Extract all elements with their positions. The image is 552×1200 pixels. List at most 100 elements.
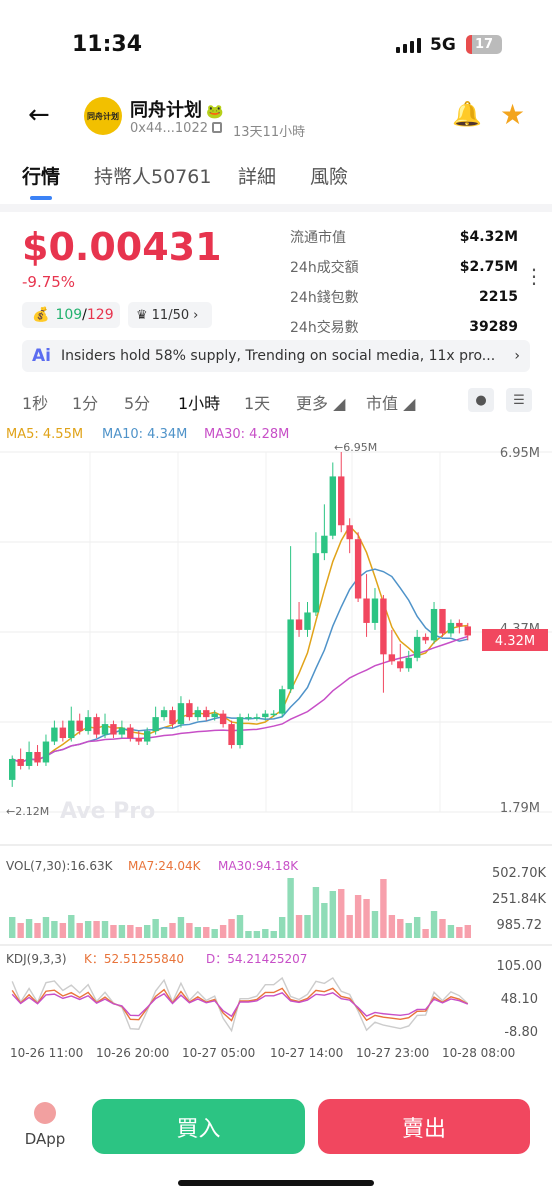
- interval-1d[interactable]: 1天: [244, 394, 271, 413]
- volume-bar: [169, 923, 176, 938]
- low-label: ←2.12M: [6, 805, 49, 818]
- favorite-star-icon[interactable]: ★: [500, 98, 526, 131]
- ai-logo-icon: Ai: [32, 346, 51, 366]
- ma5-legend: MA5: 4.55M: [6, 427, 83, 442]
- vol-ma7-legend: MA7:24.04K: [128, 859, 202, 873]
- interval-1h[interactable]: 1小時: [178, 394, 221, 413]
- candle-body: [177, 703, 185, 725]
- candle-body: [363, 598, 370, 623]
- chart-svg: MA5: 4.55M MA10: 4.34M MA30: 4.28M 6.95M…: [0, 427, 552, 1060]
- chevron-right-icon: ›: [193, 307, 199, 323]
- token-age: 13天11小時: [233, 125, 306, 140]
- vol-tick: 502.70K: [492, 866, 546, 881]
- volume-bar: [194, 927, 202, 938]
- kdj-d-line: [11, 992, 469, 1018]
- candle-body: [278, 689, 286, 714]
- ai-insight-text: Insiders hold 58% supply, Trending on so…: [60, 348, 496, 364]
- watermark: Ave Pro: [60, 799, 155, 824]
- kdj-d-legend: D：54.21425207: [206, 952, 307, 966]
- candle-body: [346, 525, 353, 540]
- bell-icon[interactable]: 🔔: [452, 100, 482, 128]
- interval-marketcap[interactable]: 市值 ◢: [366, 394, 416, 413]
- price-chart[interactable]: MA5: 4.55M MA10: 4.34M MA30: 4.28M 6.95M…: [0, 420, 552, 1070]
- candle-body: [447, 622, 455, 634]
- volume-bar: [25, 919, 33, 938]
- y-tick: 1.79M: [500, 801, 540, 816]
- x-tick: 10-28 08:00: [442, 1046, 515, 1060]
- tab-indicator: [30, 196, 52, 200]
- interval-1m[interactable]: 1分: [72, 394, 99, 413]
- candle-body: [439, 608, 446, 634]
- kdj-j-line: [11, 976, 469, 1033]
- volume-bar: [245, 931, 252, 938]
- back-arrow-icon[interactable]: ←: [28, 100, 50, 130]
- tab-market[interactable]: 行情: [22, 166, 61, 188]
- volume-bar: [9, 917, 16, 938]
- kdj-k-line: [11, 987, 469, 1022]
- candle-body: [25, 752, 33, 766]
- vol-tick: 985.72: [497, 918, 543, 933]
- candle-body: [118, 727, 126, 735]
- candle-body: [93, 717, 100, 735]
- crown-count: 11/50: [151, 307, 190, 323]
- volume-bar: [329, 891, 337, 938]
- volume-bar: [17, 923, 24, 938]
- candle-body: [253, 717, 261, 719]
- candle-body: [135, 738, 142, 742]
- vol-legend: VOL(7,30):16.63K: [6, 859, 114, 873]
- vol-tick: 251.84K: [492, 892, 546, 907]
- ma10-legend: MA10: 4.34M: [102, 427, 187, 442]
- sell-button[interactable]: 賣出: [318, 1099, 530, 1154]
- dapp-button[interactable]: DApp: [22, 1102, 68, 1154]
- candle-body: [9, 758, 16, 780]
- candle-body: [430, 608, 438, 641]
- volume-bar: [42, 917, 50, 938]
- wallet-pill[interactable]: 💰 109/129: [22, 302, 120, 328]
- token-address: 0x44...1022: [130, 121, 208, 136]
- tab-details[interactable]: 詳細: [238, 166, 277, 188]
- candle-body: [236, 717, 244, 746]
- ai-insight-banner[interactable]: Ai Insiders hold 58% supply, Trending on…: [22, 340, 530, 372]
- wallet-count-a: 109: [55, 307, 83, 323]
- chevron-right-icon: ›: [514, 348, 520, 364]
- stats-panel: 流通市值 $4.32M 24h成交額 $2.75M 24h錢包數 2215 24h交易…: [290, 222, 518, 342]
- candle-body: [211, 713, 218, 718]
- candle-body: [76, 720, 83, 732]
- high-label: ←6.95M: [334, 441, 377, 454]
- interval-1s[interactable]: 1秒: [22, 394, 49, 413]
- volume-bar: [456, 927, 463, 938]
- crown-pill[interactable]: ♛ 11/50 ›: [128, 302, 212, 328]
- volume-bar: [118, 925, 126, 938]
- volume-bar: [253, 931, 261, 938]
- volume-bar: [93, 921, 100, 938]
- kdj-k-legend: K：52.51255840: [84, 952, 184, 966]
- candle-body: [84, 717, 92, 732]
- chart-settings-icon[interactable]: ☰: [506, 388, 532, 412]
- indicator-toggle-icon[interactable]: ●: [468, 388, 494, 412]
- candle-body: [59, 727, 67, 739]
- buy-button[interactable]: 買入: [92, 1099, 305, 1154]
- candle-body: [152, 717, 159, 732]
- volume-bar: [219, 925, 227, 938]
- candle-body: [110, 724, 117, 735]
- vol-ma30-legend: MA30:94.18K: [218, 859, 299, 873]
- volume-bar: [422, 929, 429, 938]
- tab-risk[interactable]: 風險: [310, 166, 349, 188]
- x-tick: 10-27 14:00: [270, 1046, 343, 1060]
- more-vertical-icon[interactable]: ⋮: [524, 264, 544, 288]
- network-label: 5G: [430, 35, 456, 55]
- x-tick: 10-27 23:00: [356, 1046, 429, 1060]
- kdj-tick: 48.10: [501, 992, 538, 1007]
- candle-body: [413, 636, 421, 658]
- interval-5m[interactable]: 5分: [124, 394, 151, 413]
- price-change: -9.75%: [22, 273, 76, 291]
- volume-bar: [278, 917, 286, 938]
- tab-holders[interactable]: 持幣人50761: [94, 166, 212, 188]
- interval-more[interactable]: 更多 ◢: [296, 394, 346, 413]
- volume-bar: [152, 919, 159, 938]
- volume-bar: [304, 915, 311, 938]
- home-indicator: [178, 1180, 374, 1186]
- copy-icon[interactable]: [212, 122, 222, 133]
- stat-row: 24h成交額 $2.75M: [290, 259, 518, 276]
- volume-bar: [321, 903, 328, 938]
